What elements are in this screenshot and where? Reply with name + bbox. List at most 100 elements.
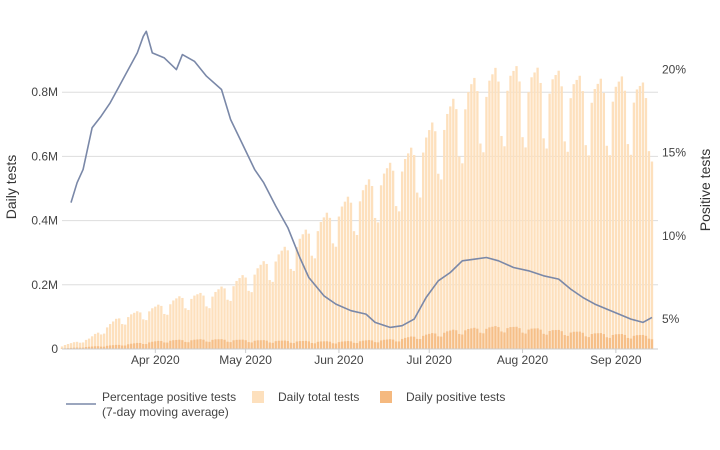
total-bar-2020-03-31	[151, 308, 154, 349]
positive-bar-2020-04-12	[187, 342, 190, 349]
positive-bar-2020-09-01	[614, 334, 618, 349]
x-tick-label-3: Jul 2020	[407, 353, 453, 367]
total-bar-2020-07-06	[443, 129, 446, 349]
total-bar-2020-03-09	[84, 339, 88, 349]
total-bar-2020-07-25	[500, 135, 503, 349]
legend-swatch-total-tests	[252, 391, 264, 403]
x-tick-label-4: Aug 2020	[497, 353, 549, 367]
positive-bar-2020-05-17	[292, 343, 295, 349]
y-axis-title: Daily tests	[3, 155, 19, 220]
legend-label-total-tests: Daily total tests	[278, 390, 359, 404]
y-tick-label-3: 0.6M	[31, 149, 58, 163]
positive-bar-2020-07-07	[446, 331, 449, 349]
total-bar-2020-03-19	[115, 318, 118, 349]
positive-bar-2020-08-19	[575, 331, 578, 349]
total-bar-2020-05-15	[286, 250, 289, 349]
positive-bar-2020-06-01	[337, 342, 341, 349]
total-bar-2020-04-02	[157, 304, 160, 349]
total-bar-2020-05-19	[298, 238, 301, 349]
total-bar-2020-05-20	[301, 234, 304, 349]
total-bar-2020-08-11	[551, 79, 554, 349]
x-tick-label-1: May 2020	[219, 353, 272, 367]
total-bar-2020-09-07	[632, 102, 636, 349]
total-bar-2020-07-21	[488, 80, 491, 349]
total-bar-2020-09-06	[629, 154, 633, 349]
positive-bar-2020-03-11	[90, 346, 94, 349]
total-bar-2020-06-11	[367, 179, 371, 349]
positive-bar-2020-06-22	[400, 338, 404, 349]
total-bar-2020-04-26	[229, 300, 232, 349]
positive-bar-2020-04-27	[232, 340, 235, 349]
total-bar-2020-06-13	[373, 217, 377, 349]
axis-layer: 0 0.2M 0.4M 0.6M 0.8M 5% 10% 15% 20% Apr 2020 May …	[31, 63, 686, 367]
total-bar-2020-03-30	[148, 311, 151, 349]
positive-bar-2020-07-22	[491, 326, 494, 349]
total-bar-2020-03-29	[145, 320, 148, 349]
total-bar-2020-03-26	[136, 311, 139, 349]
positive-bar-2020-04-19	[208, 341, 211, 349]
positive-bar-2020-05-10	[271, 342, 274, 349]
total-bar-2020-05-24	[313, 258, 317, 349]
total-bar-2020-03-21	[121, 324, 124, 349]
total-bar-2020-07-23	[494, 67, 497, 350]
positive-bar-2020-05-28	[325, 341, 329, 349]
positive-bar-2020-07-27	[506, 328, 509, 349]
y2-tick-label-0: 5%	[662, 312, 680, 326]
positive-bar-2020-05-26	[319, 341, 323, 349]
positive-bar-2020-05-24	[313, 343, 317, 349]
total-bar-2020-08-31	[611, 101, 615, 349]
total-bar-2020-09-09	[638, 85, 642, 350]
positive-bar-2020-08-21	[581, 332, 584, 349]
total-bar-2020-04-08	[175, 298, 178, 349]
positive-bar-2020-04-24	[223, 339, 226, 349]
total-bar-2020-03-18	[111, 321, 115, 349]
positive-bar-2020-08-31	[611, 334, 615, 349]
total-bar-2020-05-05	[256, 268, 259, 349]
total-bar-2020-04-20	[211, 296, 214, 349]
total-bar-2020-05-11	[274, 261, 277, 349]
positive-bar-2020-09-04	[623, 334, 627, 349]
positive-bar-2020-04-30	[241, 339, 244, 349]
total-bar-2020-03-17	[108, 324, 112, 349]
total-bar-2020-03-14	[99, 334, 103, 349]
positive-bar-2020-03-16	[105, 345, 109, 349]
total-bar-2020-08-30	[608, 155, 612, 349]
positive-bar-2020-09-03	[620, 334, 624, 349]
total-bar-2020-08-28	[602, 92, 605, 350]
total-bar-2020-06-29	[422, 152, 425, 349]
total-bar-2020-05-03	[250, 292, 253, 349]
total-bar-2020-07-08	[449, 106, 452, 349]
total-bar-2020-06-16	[382, 173, 386, 349]
positive-bar-2020-08-03	[527, 329, 530, 349]
total-bar-2020-07-05	[440, 179, 443, 349]
positive-bar-2020-09-06	[629, 338, 633, 349]
total-bar-2020-05-01	[244, 277, 247, 349]
total-bar-2020-06-10	[364, 184, 368, 349]
positive-bar-2020-04-21	[214, 339, 217, 349]
total-bar-2020-08-07	[539, 82, 542, 349]
positive-bar-2020-05-02	[247, 342, 250, 349]
total-bar-2020-04-05	[166, 314, 169, 349]
positive-bar-2020-06-09	[361, 340, 365, 349]
total-bar-2020-07-30	[515, 66, 518, 350]
positive-bar-2020-06-15	[379, 340, 383, 349]
total-bar-2020-04-25	[226, 299, 229, 349]
total-bar-2020-09-10	[641, 82, 645, 349]
total-bar-2020-03-11	[90, 336, 94, 349]
y2-tick-label-3: 20%	[662, 63, 686, 77]
total-bar-2020-09-03	[620, 76, 624, 350]
total-bar-2020-09-12	[647, 151, 651, 349]
positive-bar-2020-09-11	[644, 335, 648, 349]
total-bar-2020-09-01	[614, 86, 618, 350]
total-bar-2020-07-02	[431, 122, 434, 349]
positive-bar-2020-04-16	[199, 339, 202, 349]
positive-bar-2020-05-08	[265, 340, 268, 349]
positive-bar-2020-06-30	[425, 334, 428, 349]
total-bar-2020-09-13	[650, 161, 654, 349]
positive-bar-2020-05-30	[331, 343, 335, 349]
x-tick-label-0: Apr 2020	[131, 353, 180, 367]
total-bar-2020-03-27	[139, 312, 142, 349]
total-bar-2020-08-26	[596, 83, 599, 349]
positive-bar-2020-08-09	[545, 334, 548, 349]
positive-bar-2020-08-20	[578, 331, 581, 349]
